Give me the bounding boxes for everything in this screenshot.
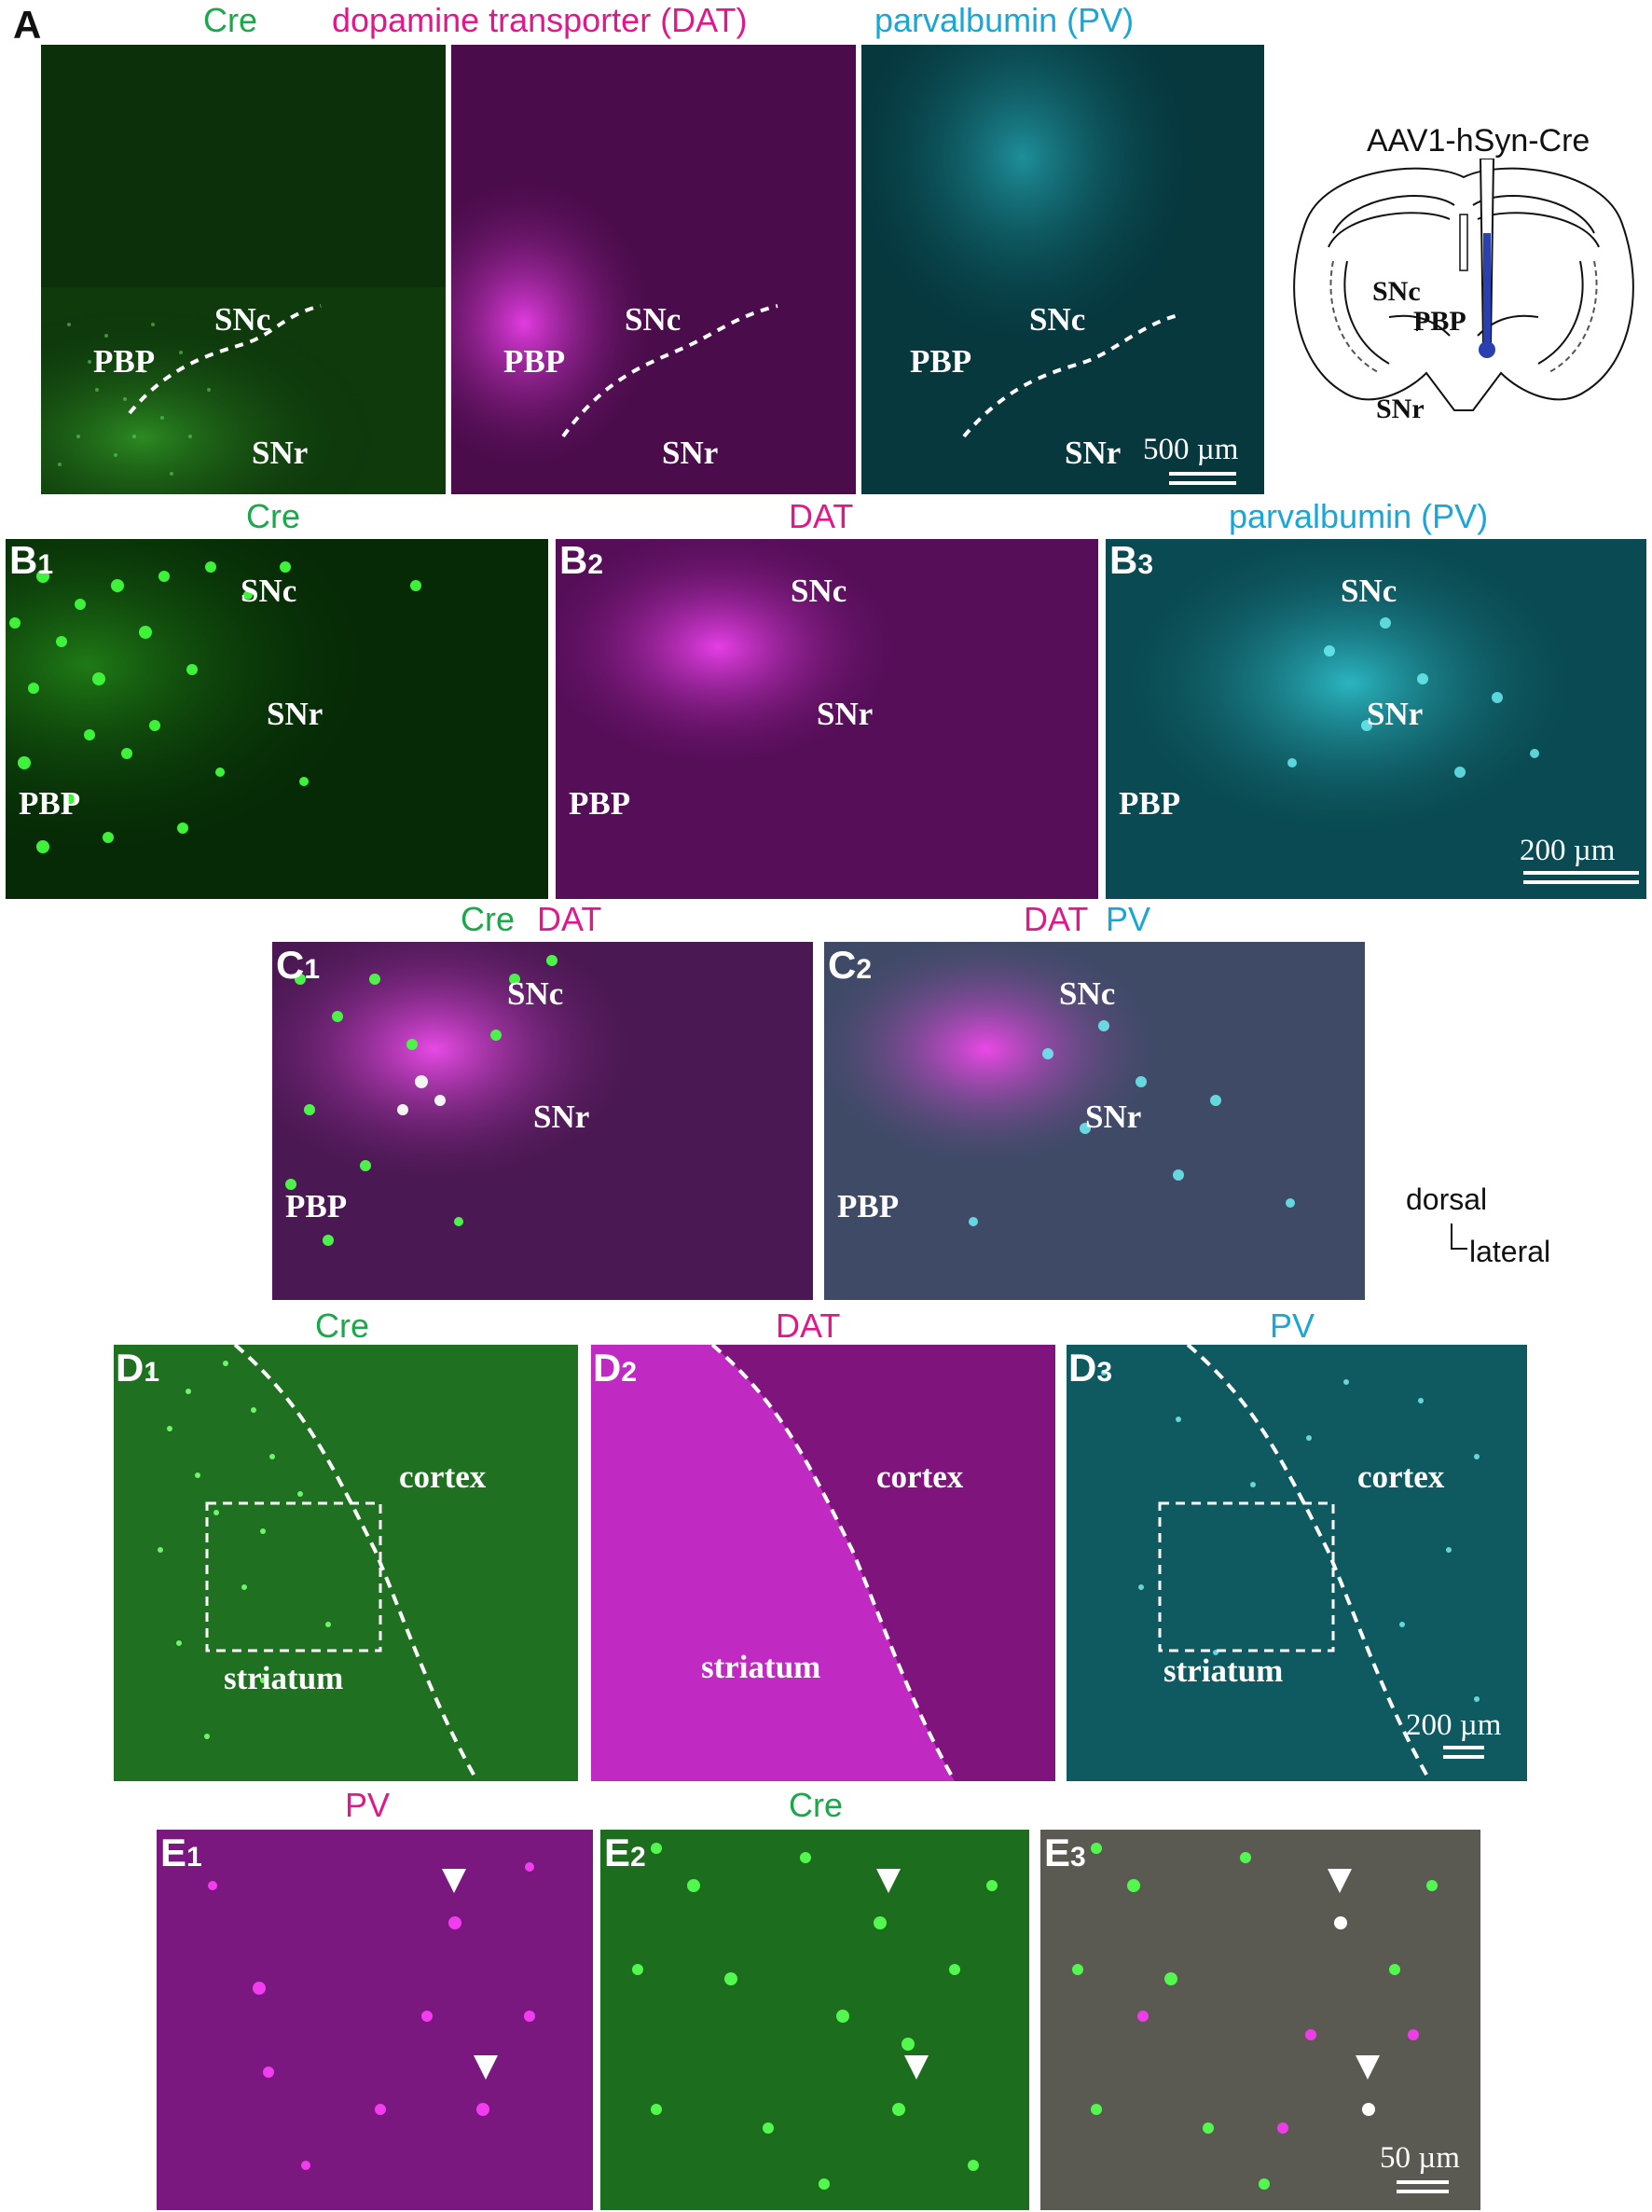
- brain-section-schematic: [1293, 159, 1634, 411]
- schematic-title: AAV1-hSyn-Cre: [1367, 123, 1590, 159]
- panel-letter-e2: E2: [604, 1831, 646, 1874]
- label-b3-pbp: PBP: [1119, 785, 1181, 822]
- image-d1-cre: cortex striatum: [114, 1345, 578, 1781]
- label-c1-pbp: PBP: [285, 1188, 348, 1224]
- title-e-cre: Cre: [789, 1786, 844, 1824]
- image-d2-dat: cortex striatum: [591, 1345, 1055, 1781]
- image-b1-cre: SNc SNr PBP: [6, 539, 548, 899]
- arrowhead-e3-bottom: [1356, 2055, 1380, 2080]
- title-b-dat: DAT: [789, 497, 854, 535]
- label-c2-snr: SNr: [1085, 1099, 1142, 1135]
- image-e2-cre: [600, 1830, 1029, 2210]
- scale-b-bar: [1523, 871, 1639, 884]
- title-a-dat: dopamine transporter (DAT): [332, 1, 748, 39]
- panel-letter-d2: D2: [593, 1346, 638, 1389]
- arrowhead-e3-top: [1328, 1869, 1352, 1893]
- image-a-cre: PBP SNc SNr: [41, 45, 446, 494]
- orientation-axes: [1451, 1224, 1467, 1250]
- image-a-pv: PBP SNc SNr 500 µm: [861, 45, 1264, 494]
- scale-d-bar: [1443, 1746, 1484, 1759]
- label-d3-striatum: striatum: [1163, 1652, 1284, 1689]
- title-e-pv: PV: [345, 1786, 391, 1824]
- title-a-pv: parvalbumin (PV): [874, 1, 1135, 39]
- image-d3-pv: cortex striatum 200 µm: [1067, 1345, 1527, 1781]
- image-c1-merge: SNc SNr PBP: [272, 942, 813, 1300]
- scale-a-bar: [1169, 472, 1236, 485]
- label-b3-snc: SNc: [1341, 573, 1397, 609]
- schematic-snc: SNc: [1372, 276, 1421, 307]
- title-b-cre: Cre: [246, 497, 301, 535]
- label-d1-striatum: striatum: [224, 1660, 344, 1696]
- label-a-snc: SNc: [214, 301, 271, 338]
- title-b-pv: parvalbumin (PV): [1229, 497, 1489, 535]
- panel-letter-c1: C1: [276, 943, 321, 987]
- label-d2-cortex: cortex: [876, 1459, 964, 1495]
- label-a-snr: SNr: [252, 435, 309, 471]
- title-d-dat: DAT: [776, 1306, 841, 1345]
- panel-letter-b3: B3: [1109, 538, 1154, 582]
- title-d-cre: Cre: [315, 1306, 370, 1345]
- label-a-dat-snc: SNc: [625, 301, 681, 338]
- panel-letter-d3: D3: [1068, 1346, 1113, 1389]
- panel-letter-e3: E3: [1044, 1831, 1086, 1874]
- image-b3-pv: SNc SNr PBP 200 µm: [1106, 539, 1646, 899]
- orientation-dorsal: dorsal: [1406, 1182, 1488, 1216]
- label-d2-striatum: striatum: [701, 1649, 821, 1685]
- label-c2-snc: SNc: [1059, 975, 1116, 1012]
- title-d-pv: PV: [1270, 1306, 1315, 1345]
- scale-e-label: 50 µm: [1380, 2141, 1460, 2175]
- label-a-pv-snr: SNr: [1065, 435, 1122, 471]
- panel-letter-e1: E1: [160, 1831, 202, 1874]
- title-c1-dat: DAT: [537, 900, 602, 938]
- arrowhead-e2-bottom: [904, 2055, 929, 2080]
- scale-b-label: 200 µm: [1520, 834, 1616, 867]
- image-e1-pv: [157, 1830, 593, 2210]
- title-c1-cre: Cre: [461, 900, 516, 938]
- schematic-snr: SNr: [1376, 394, 1425, 424]
- label-c1-snr: SNr: [533, 1099, 590, 1135]
- label-b2-pbp: PBP: [569, 785, 631, 822]
- title-c2-dat: DAT: [1024, 900, 1089, 938]
- arrowhead-e2-top: [876, 1869, 901, 1893]
- panel-letter-b1: BB11: [9, 538, 54, 582]
- image-c2-merge: SNc SNr PBP: [824, 942, 1365, 1300]
- panel-letter-d1: D1: [116, 1346, 160, 1389]
- label-b1-pbp: PBP: [19, 785, 81, 822]
- scale-a-label: 500 µm: [1143, 433, 1239, 466]
- label-c1-snc: SNc: [507, 975, 564, 1012]
- label-b1-snc: SNc: [241, 573, 297, 609]
- orientation-lateral: lateral: [1469, 1235, 1551, 1268]
- schematic-pbp: PBP: [1413, 306, 1466, 337]
- label-b2-snr: SNr: [817, 696, 874, 732]
- cre-cells-dots: [58, 323, 211, 476]
- label-c2-pbp: PBP: [837, 1188, 900, 1224]
- image-b2-dat: SNc SNr PBP: [556, 539, 1098, 899]
- label-a-pbp: PBP: [93, 343, 156, 380]
- label-b2-snc: SNc: [791, 573, 847, 609]
- label-d3-cortex: cortex: [1357, 1459, 1445, 1495]
- label-b1-snr: SNr: [267, 696, 324, 732]
- scale-e-bar: [1397, 2180, 1449, 2193]
- label-a-pv-snc: SNc: [1029, 301, 1086, 338]
- label-a-dat-pbp: PBP: [503, 343, 566, 380]
- image-a-dat: PBP SNc SNr: [451, 45, 856, 494]
- arrowhead-e1-bottom: [474, 2055, 498, 2080]
- scale-d-label: 200 µm: [1406, 1708, 1502, 1742]
- label-a-dat-snr: SNr: [662, 435, 719, 471]
- panel-letter-a: A: [13, 3, 42, 47]
- panel-letter-c2: C2: [828, 943, 873, 987]
- title-a-cre: Cre: [203, 1, 258, 39]
- panel-letter-b2: B2: [559, 538, 604, 582]
- title-c2-pv: PV: [1106, 900, 1151, 938]
- arrowhead-e1-top: [442, 1869, 466, 1893]
- label-d1-cortex: cortex: [399, 1459, 487, 1495]
- label-b3-snr: SNr: [1367, 696, 1424, 732]
- label-a-pv-pbp: PBP: [910, 343, 972, 380]
- image-e3-merge: 50 µm: [1040, 1830, 1480, 2210]
